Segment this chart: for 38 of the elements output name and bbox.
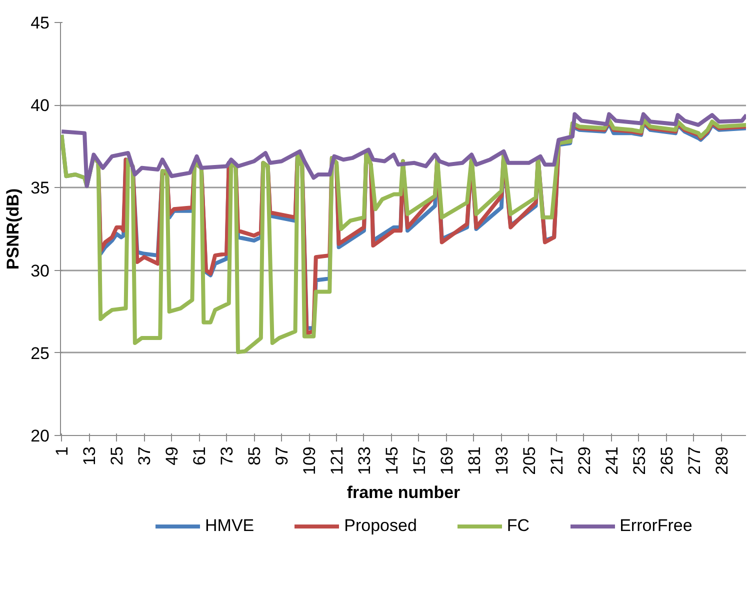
x-tick-label: 37 [135, 446, 154, 466]
x-tick-label: 205 [520, 446, 539, 475]
y-tick-label: 35 [30, 178, 50, 198]
legend-label: ErrorFree [620, 516, 692, 536]
x-tick-label: 265 [657, 446, 676, 475]
x-tick-label: 277 [684, 446, 704, 475]
x-tick-label: 73 [218, 446, 237, 466]
y-tick-label: 40 [30, 96, 50, 116]
x-tick-label: 289 [712, 446, 732, 475]
x-tick-label: 49 [162, 446, 182, 466]
y-axis-title: PSNR(dB) [4, 188, 23, 270]
x-tick-label: 241 [602, 446, 622, 475]
x-tick-label: 157 [410, 446, 429, 475]
x-axis-title: frame number [346, 482, 461, 502]
x-tick-label: 217 [547, 446, 566, 475]
y-tick-label: 20 [30, 426, 50, 446]
x-tick-label: 13 [80, 446, 100, 466]
x-tick-label: 133 [354, 446, 374, 475]
x-tick-label: 169 [437, 446, 456, 475]
line-series [60, 112, 746, 188]
legend-label: FC [506, 516, 530, 536]
x-tick-label: 1 [52, 446, 72, 456]
x-tick-label: 253 [630, 446, 649, 475]
y-tick-label: 25 [30, 344, 50, 363]
x-tick-label: 85 [245, 446, 264, 466]
x-tick-label: 61 [190, 446, 210, 466]
x-tick-label: 97 [272, 446, 292, 466]
legend-label: HMVE [205, 516, 254, 536]
x-tick-label: 25 [108, 446, 127, 466]
x-tick-label: 145 [382, 446, 402, 475]
x-tick-label: 229 [574, 446, 594, 475]
x-tick-label: 181 [464, 446, 484, 475]
x-tick-label: 121 [328, 446, 347, 475]
x-tick-label: 193 [492, 446, 512, 475]
legend-label: Proposed [344, 516, 417, 536]
x-tick-label: 109 [300, 446, 320, 475]
y-tick-label: 45 [30, 14, 50, 32]
y-tick-label: 30 [30, 261, 50, 280]
